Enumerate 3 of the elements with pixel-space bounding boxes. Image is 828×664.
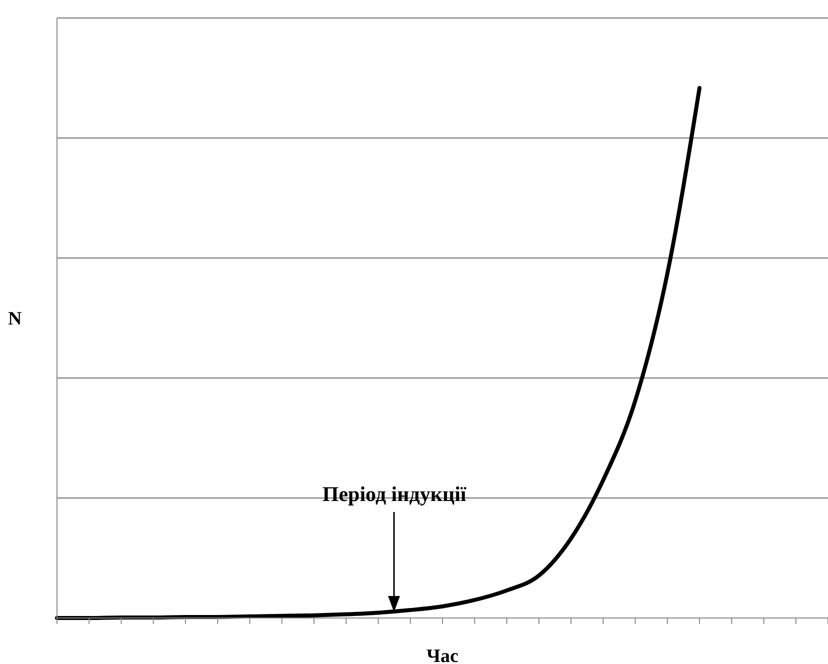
y-axis-title: N [8, 308, 22, 330]
annotation: Період індукції [321, 482, 468, 507]
x-axis-title: Час [426, 646, 458, 664]
